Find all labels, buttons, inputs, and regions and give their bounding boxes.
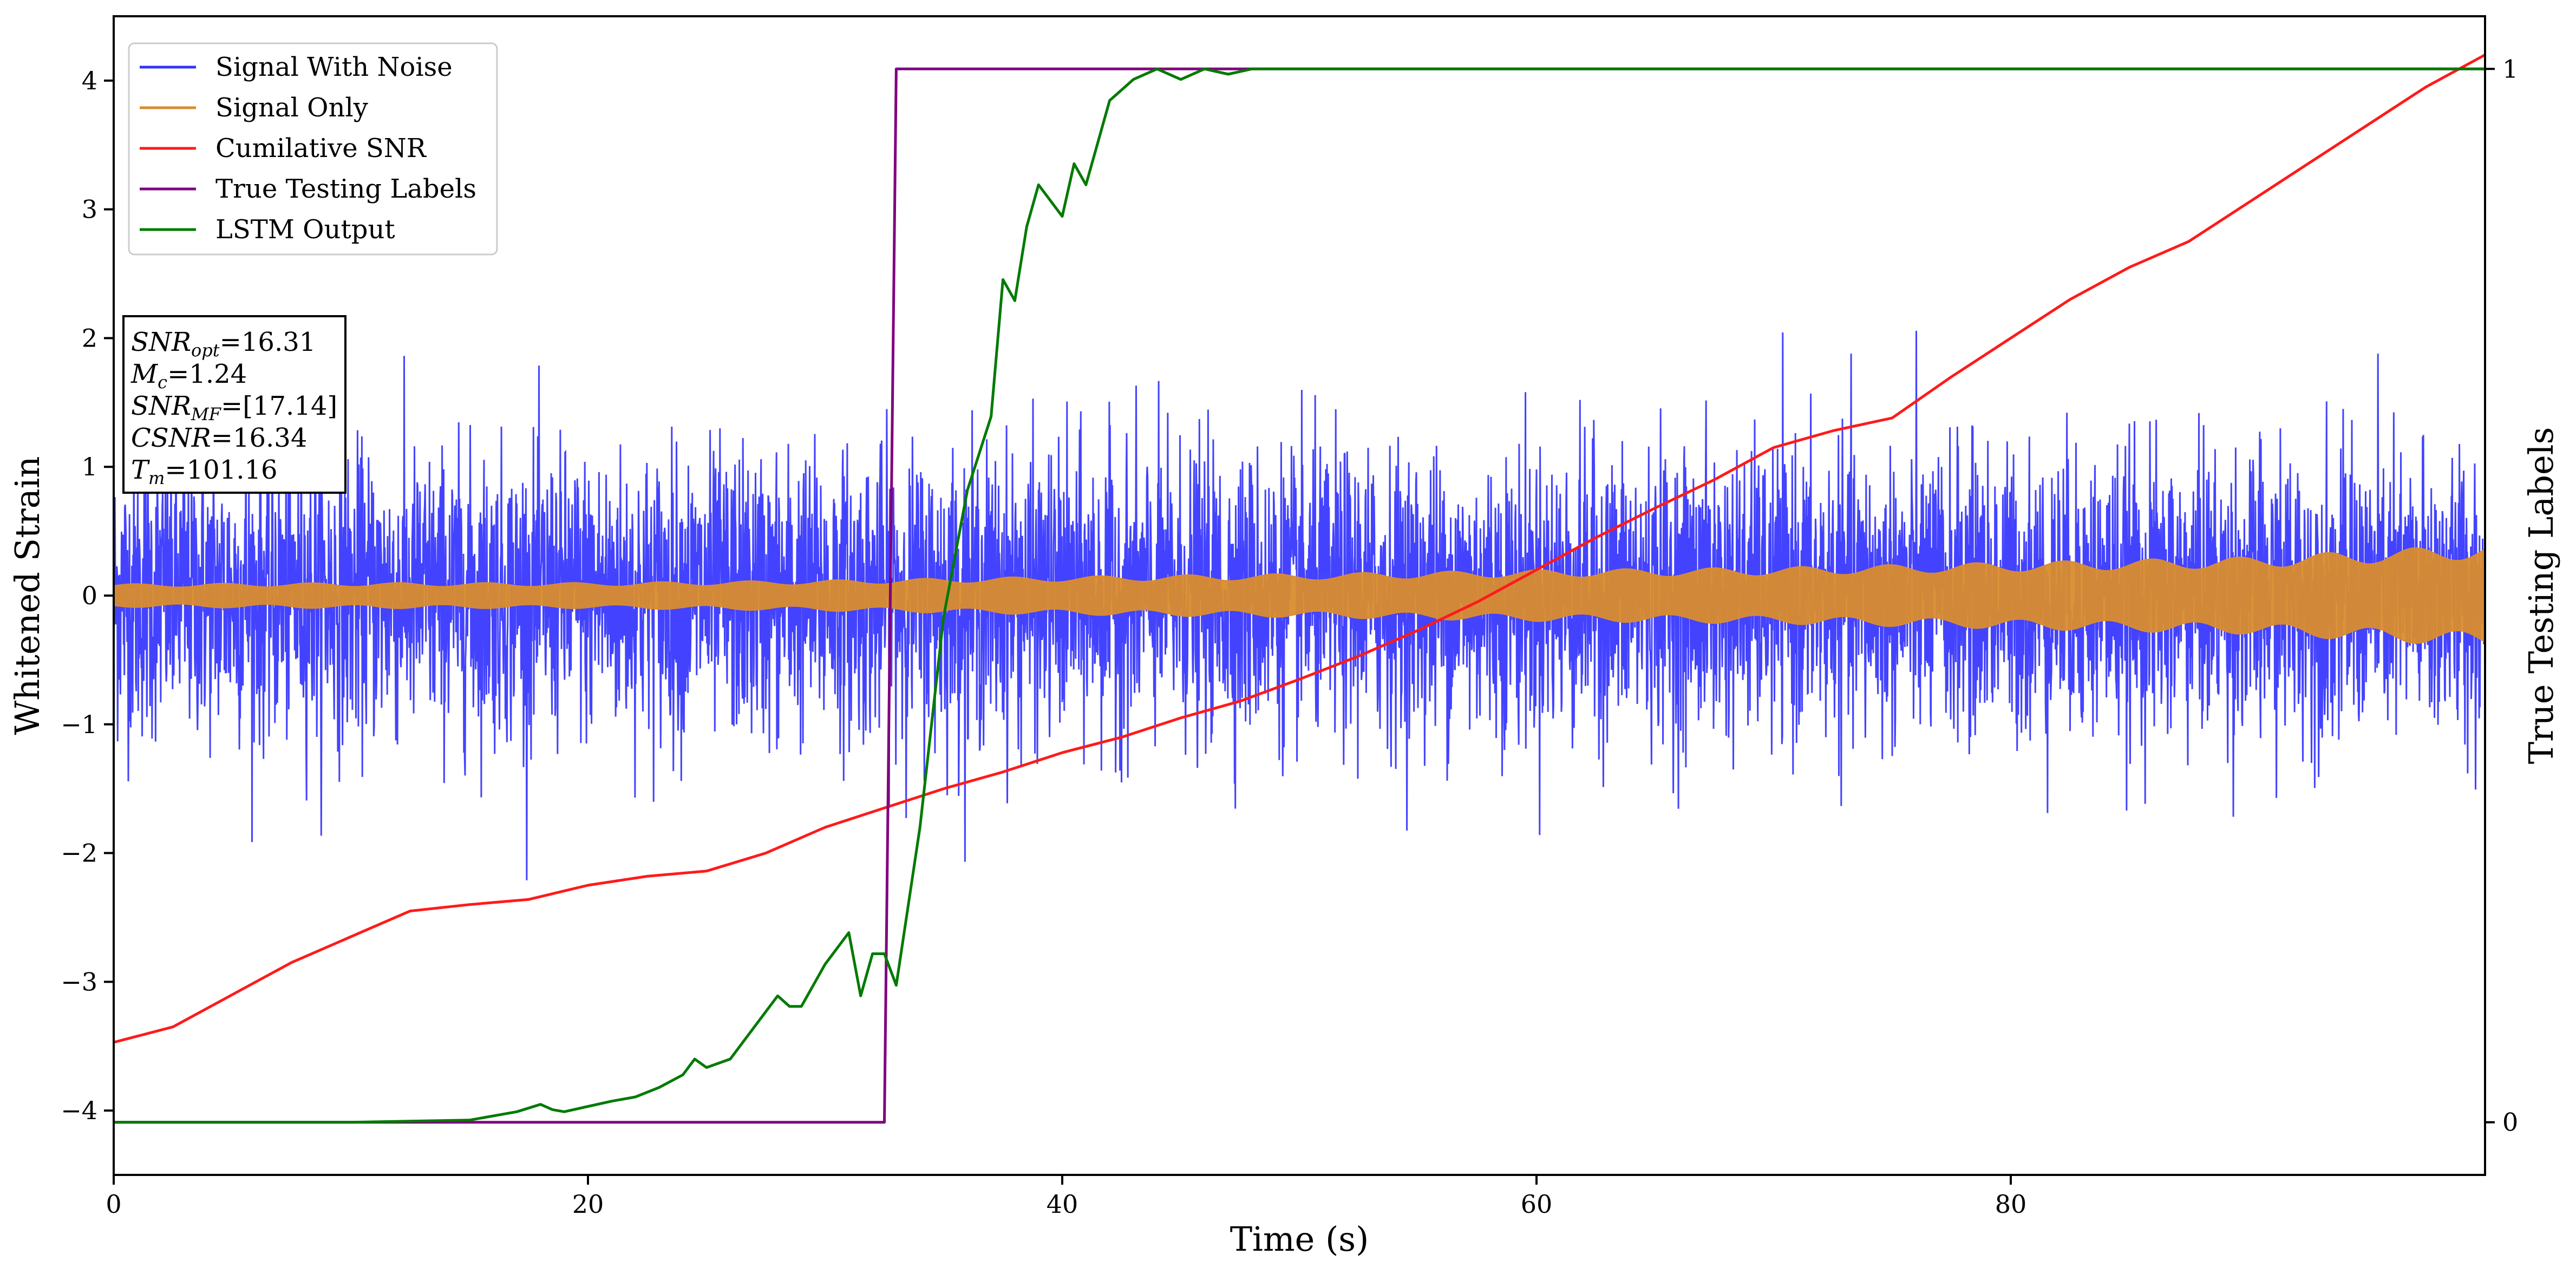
legend-label: True Testing Labels <box>215 174 476 204</box>
lstm-output-line <box>114 67 2485 1124</box>
legend-label: LSTM Output <box>215 214 395 245</box>
y2-tick-label: 1 <box>2502 54 2518 83</box>
y-tick-label: 4 <box>82 66 97 95</box>
y-tick-label: 3 <box>82 195 97 224</box>
y-tick-label: −3 <box>61 967 97 996</box>
y-axis-title: Whitened Strain <box>8 456 47 735</box>
annotation-line: Tm=101.16 <box>131 455 278 488</box>
y-tick-label: 1 <box>82 452 97 481</box>
y-tick-label: 2 <box>82 323 97 352</box>
legend-box <box>128 42 498 256</box>
legend-label: Signal With Noise <box>215 52 453 82</box>
x-axis: 0 20 40 60 80 <box>106 1175 2026 1219</box>
y-tick-label: −2 <box>61 839 97 868</box>
y-tick-label: −1 <box>61 710 97 739</box>
x-tick-label: 60 <box>1521 1190 1553 1219</box>
cumilative-snr-line <box>114 54 2485 1044</box>
series-signal-with-noise <box>114 330 2485 880</box>
series-lstm-output <box>114 67 2485 1124</box>
annotation-line: SNRopt=16.31 <box>131 327 316 361</box>
series-cumilative-snr <box>114 54 2485 1044</box>
x-tick-label: 0 <box>106 1190 121 1219</box>
y2-axis-title: True Testing Labels <box>2521 427 2561 765</box>
series-signal-only <box>114 547 2485 644</box>
annotation-line: SNRMF=[17.14] <box>131 391 337 424</box>
annotation-box: SNRopt=16.31Mc=1.24SNRMF=[17.14]CSNR=16.… <box>122 315 346 494</box>
plot-area <box>114 54 2485 1124</box>
y2-tick-label: 0 <box>2502 1108 2518 1137</box>
signal-only-band <box>114 547 2485 644</box>
x-tick-label: 20 <box>572 1190 604 1219</box>
x-tick-label: 40 <box>1047 1190 1078 1219</box>
y-tick-label: 0 <box>82 581 97 610</box>
y-axis-left: −4 −3 −2 −1 0 1 2 3 4 <box>61 66 114 1125</box>
annotation-line: Mc=1.24 <box>130 359 247 393</box>
signal-with-noise-line <box>114 330 2485 880</box>
legend-label: Signal Only <box>215 93 368 123</box>
annotation-frame <box>122 315 346 494</box>
y-tick-label: −4 <box>61 1096 97 1125</box>
y-axis-right: 01 <box>2485 54 2518 1137</box>
x-axis-title: Time (s) <box>1230 1219 1369 1259</box>
x-tick-label: 80 <box>1995 1190 2027 1219</box>
legend: Signal With Noise Signal Only Cumilative S… <box>128 42 498 256</box>
legend-label: Cumilative SNR <box>215 133 427 164</box>
annotation-line: CSNR=16.34 <box>131 423 307 453</box>
